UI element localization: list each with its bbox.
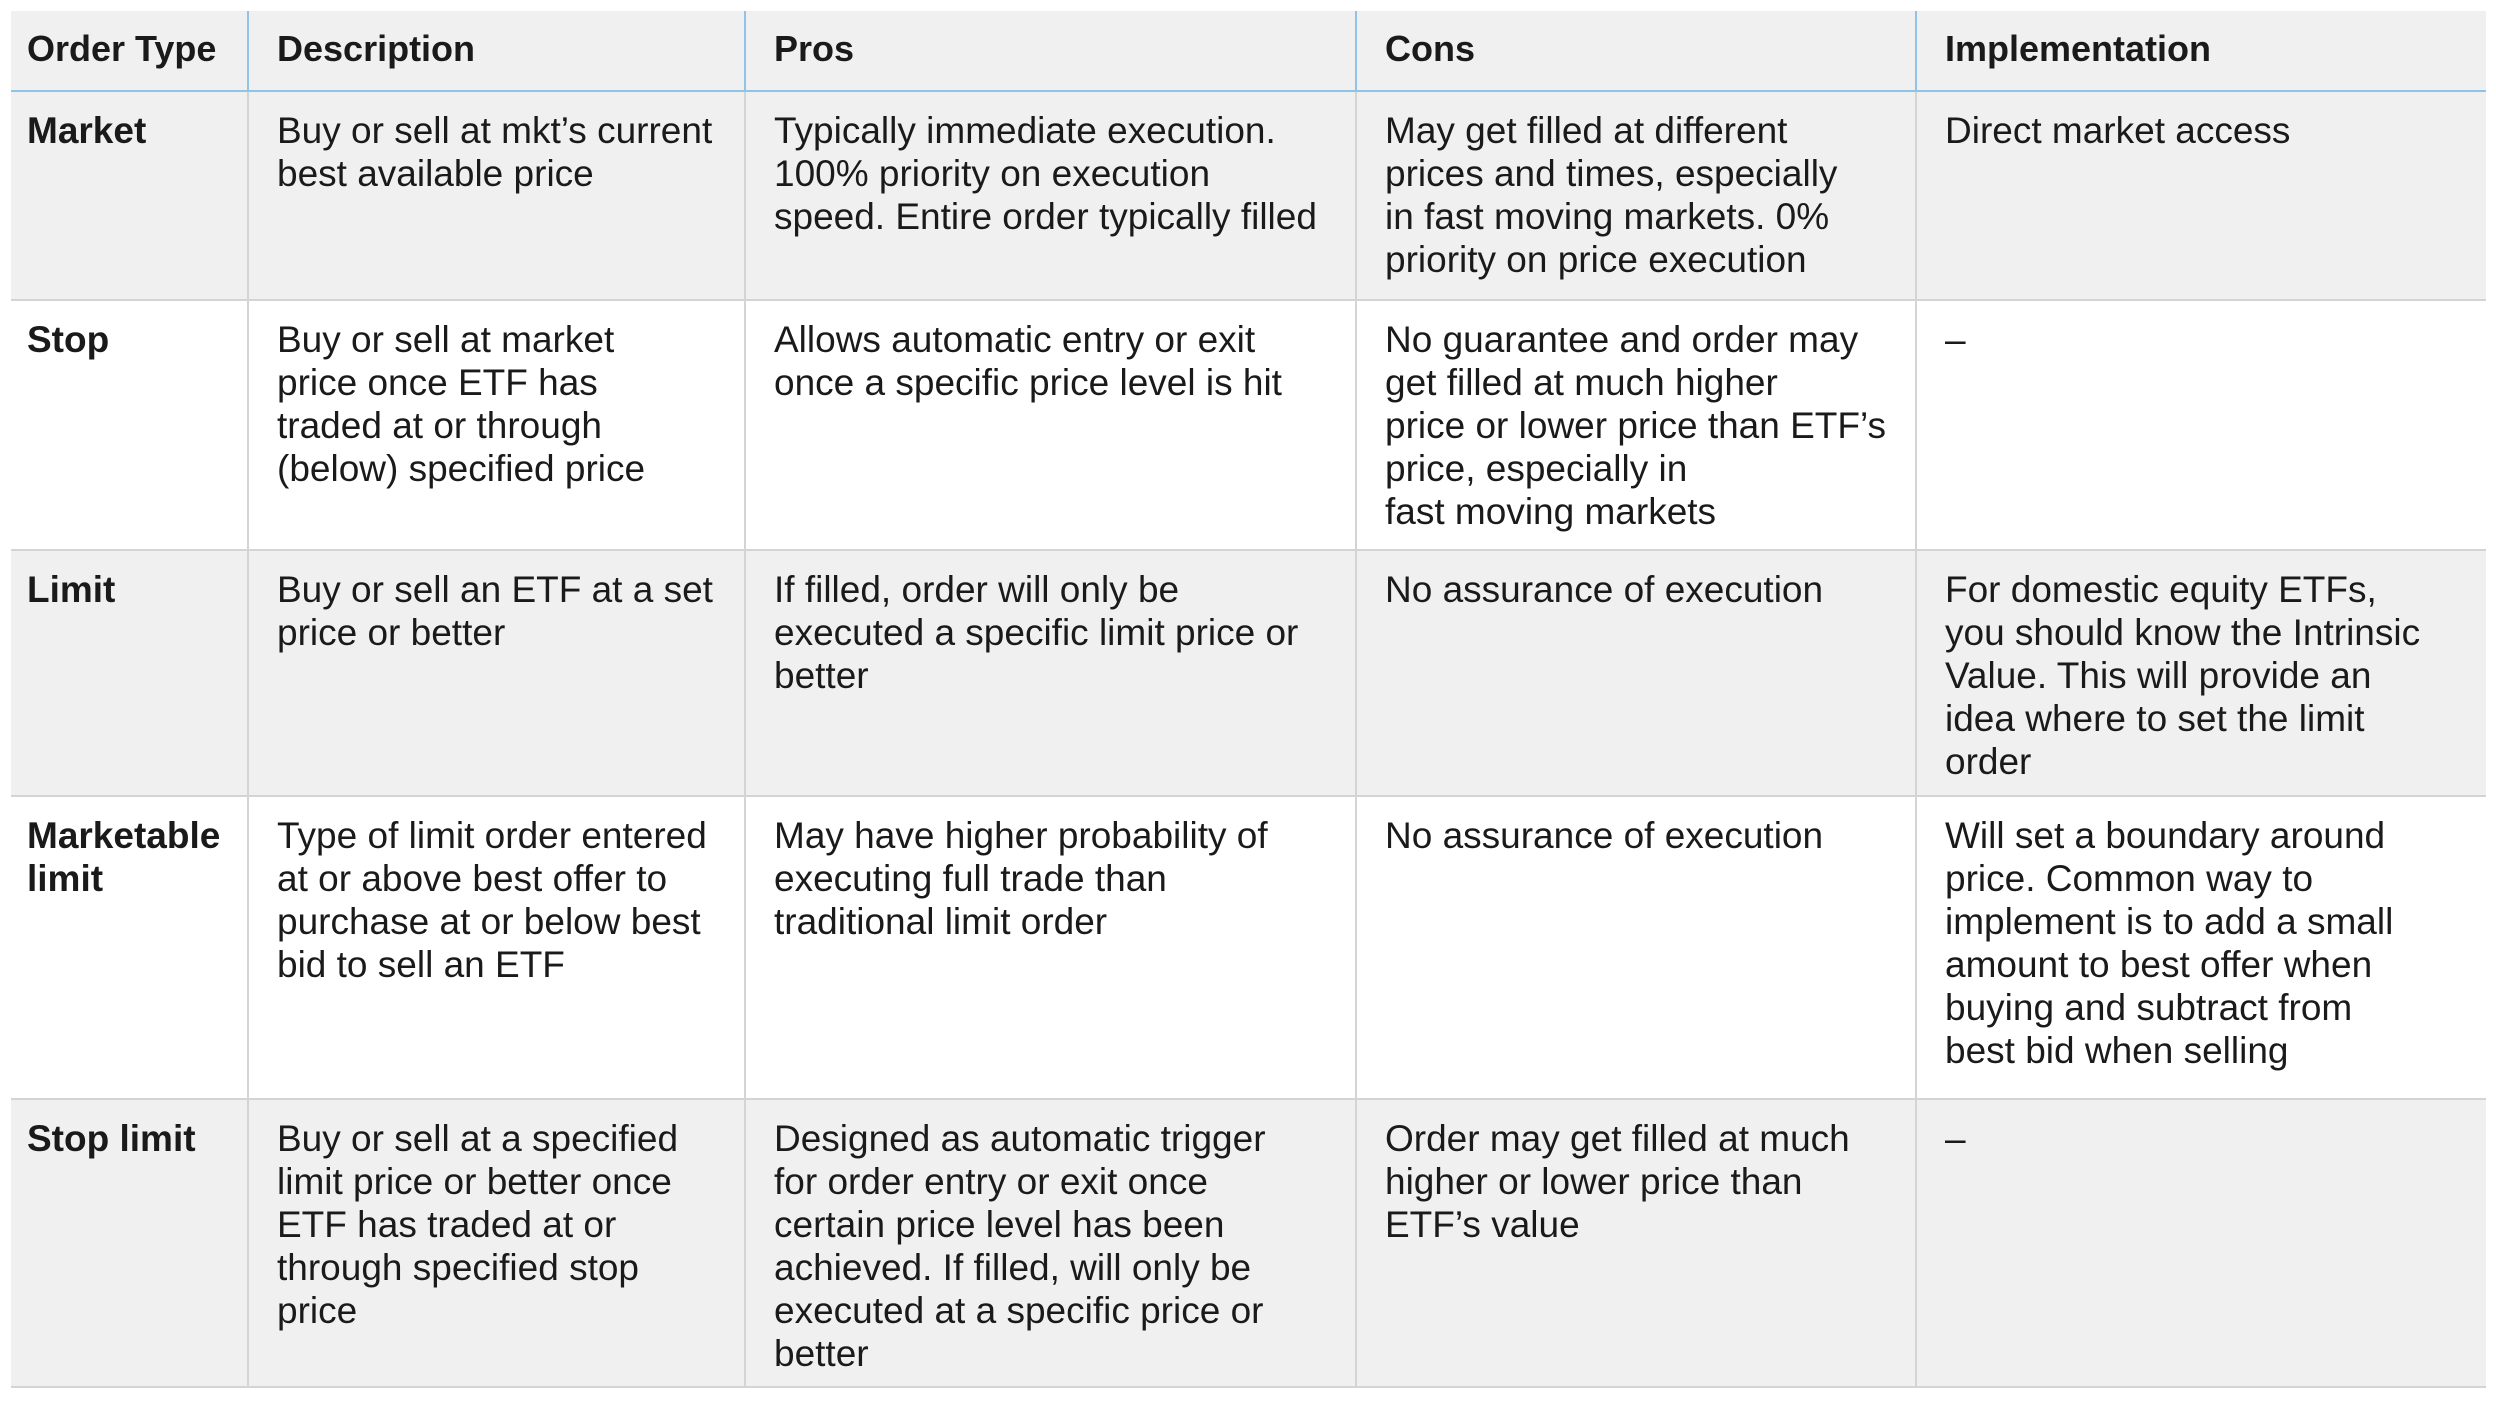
- cell-cons: No assurance of execution: [1357, 797, 1917, 1100]
- cell-order-type: Stop: [11, 301, 249, 551]
- cell-description: Type of limit order entered at or above …: [249, 797, 746, 1100]
- cell-order-type: Marketable limit: [11, 797, 249, 1100]
- cell-implementation: For domestic equity ETFs, you should kno…: [1917, 551, 2486, 797]
- cell-description: Buy or sell at mkt’s current best availa…: [249, 92, 746, 301]
- cell-description: Buy or sell an ETF at a set price or bet…: [249, 551, 746, 797]
- cell-cons: No guarantee and order may get filled at…: [1357, 301, 1917, 551]
- header-cons: Cons: [1357, 11, 1917, 92]
- cell-cons: May get filled at different prices and t…: [1357, 92, 1917, 301]
- header-pros: Pros: [746, 11, 1357, 92]
- cell-order-type: Market: [11, 92, 249, 301]
- cell-order-type: Stop limit: [11, 1100, 249, 1388]
- header-implementation: Implementation: [1917, 11, 2486, 92]
- cell-description: Buy or sell at a specified limit price o…: [249, 1100, 746, 1388]
- cell-pros: May have higher probability of executing…: [746, 797, 1357, 1100]
- cell-implementation: –: [1917, 1100, 2486, 1388]
- cell-pros: Allows automatic entry or exit once a sp…: [746, 301, 1357, 551]
- header-description: Description: [249, 11, 746, 92]
- cell-implementation: Direct market access: [1917, 92, 2486, 301]
- header-order-type: Order Type: [11, 11, 249, 92]
- cell-implementation: Will set a boundary around price. Common…: [1917, 797, 2486, 1100]
- cell-description: Buy or sell at market price once ETF has…: [249, 301, 746, 551]
- cell-implementation: –: [1917, 301, 2486, 551]
- cell-pros: Typically immediate execution. 100% prio…: [746, 92, 1357, 301]
- cell-cons: Order may get filled at much higher or l…: [1357, 1100, 1917, 1388]
- cell-pros: Designed as automatic trigger for order …: [746, 1100, 1357, 1388]
- cell-pros: If filled, order will only be executed a…: [746, 551, 1357, 797]
- order-types-table: Order Type Description Pros Cons Impleme…: [11, 11, 2486, 1388]
- cell-order-type: Limit: [11, 551, 249, 797]
- cell-cons: No assurance of execution: [1357, 551, 1917, 797]
